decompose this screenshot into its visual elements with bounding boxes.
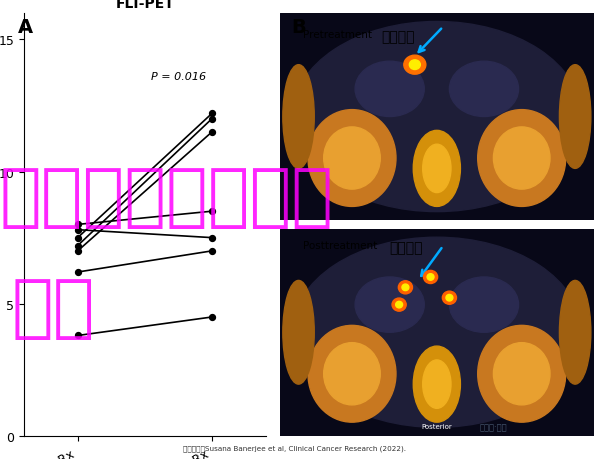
Text: 治疗之前: 治疗之前 [381,30,415,44]
Text: 图片来源：Susana Banerjee et al, Clinical Cancer Research (2022).: 图片来源：Susana Banerjee et al, Clinical Can… [183,444,406,451]
Point [73,235,83,242]
Ellipse shape [449,62,518,117]
Text: Pretreatment: Pretreatment [303,30,372,40]
Ellipse shape [449,277,518,333]
Ellipse shape [398,281,412,294]
Ellipse shape [395,302,403,308]
Ellipse shape [404,56,426,75]
Text: Posterior: Posterior [421,423,452,429]
Point [207,110,217,118]
Ellipse shape [559,281,591,384]
Ellipse shape [493,128,550,190]
Ellipse shape [442,291,457,305]
Ellipse shape [283,281,314,384]
Ellipse shape [559,66,591,169]
Point [73,221,83,229]
Ellipse shape [413,131,460,207]
Point [207,116,217,123]
Ellipse shape [422,145,451,193]
Title: FLT-PET: FLT-PET [115,0,175,11]
Ellipse shape [308,325,396,422]
Ellipse shape [308,110,396,207]
Ellipse shape [323,128,380,190]
Text: 搜狐号·高度: 搜狐号·高度 [480,422,508,431]
Ellipse shape [392,298,406,312]
Ellipse shape [424,271,437,284]
Ellipse shape [446,295,453,301]
Ellipse shape [493,343,550,405]
Ellipse shape [478,325,566,422]
Point [73,226,83,234]
Ellipse shape [413,347,460,422]
Ellipse shape [355,62,424,117]
Point [207,208,217,215]
Text: Posttreatment: Posttreatment [303,241,377,251]
Text: P = 0.016: P = 0.016 [151,72,206,82]
Ellipse shape [409,61,421,70]
Point [73,332,83,340]
Ellipse shape [283,66,314,169]
Ellipse shape [427,274,434,280]
Ellipse shape [402,285,409,291]
Text: 老子道德经感悟，: 老子道德经感悟， [0,164,334,231]
Point [207,247,217,255]
Ellipse shape [355,277,424,333]
Ellipse shape [422,360,451,409]
Text: A: A [18,18,33,37]
Ellipse shape [292,22,581,212]
Ellipse shape [323,343,380,405]
Ellipse shape [292,238,581,427]
Point [207,235,217,242]
Point [73,242,83,250]
Point [73,269,83,276]
Point [207,129,217,136]
Point [73,247,83,255]
Point [207,313,217,321]
Text: 老子: 老子 [12,274,95,341]
Text: 治疗之后: 治疗之后 [389,241,422,255]
Ellipse shape [478,110,566,207]
Text: B: B [291,18,306,37]
